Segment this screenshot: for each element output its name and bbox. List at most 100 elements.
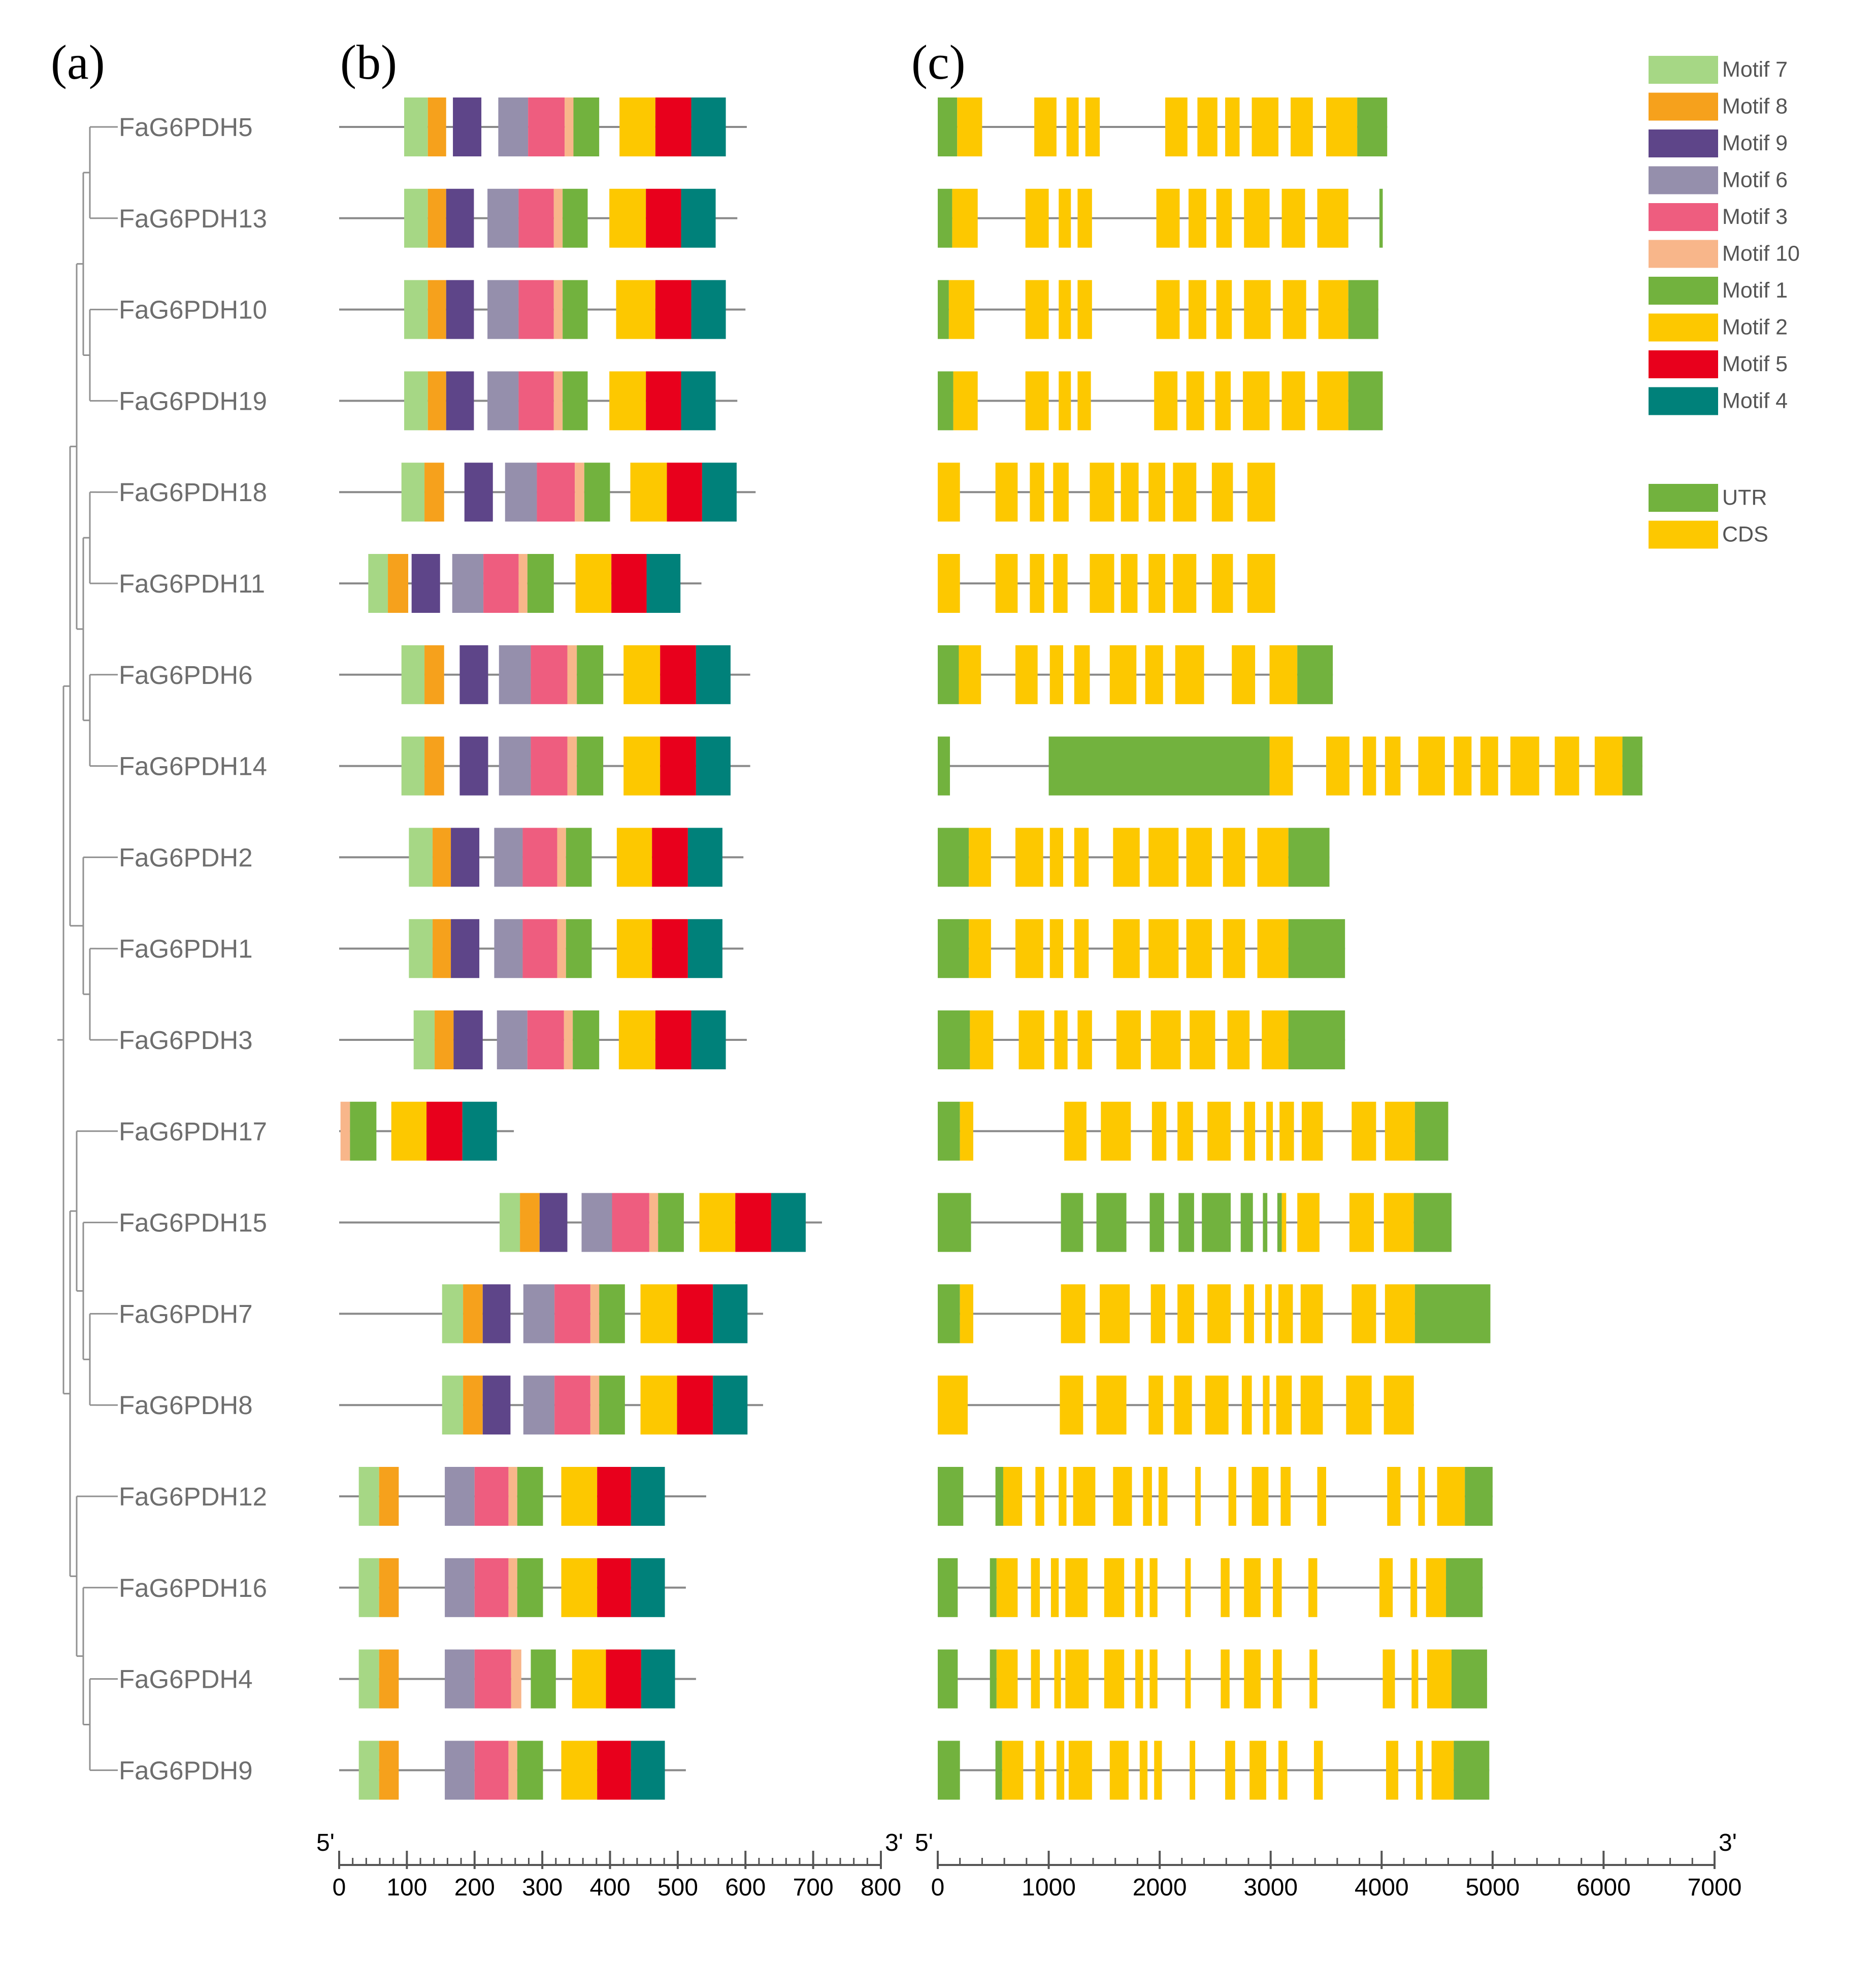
cds-box	[1077, 371, 1091, 431]
tree-leaf-label: FaG6PDH18	[119, 478, 267, 507]
motif-box	[451, 828, 480, 887]
motif-box	[424, 645, 444, 704]
axis-tick-label: 100	[386, 1874, 427, 1901]
motif-box	[474, 1467, 509, 1526]
motif-box	[599, 1376, 625, 1435]
cds-box	[1061, 1284, 1085, 1344]
motif-box	[411, 554, 440, 613]
motif-box	[409, 919, 433, 978]
utr-box	[1414, 1284, 1491, 1344]
motif-box	[597, 1558, 631, 1617]
motif-box	[577, 736, 604, 796]
motif-box	[619, 97, 655, 156]
motif-box	[565, 97, 574, 156]
utr-box	[938, 371, 953, 431]
motif-box	[611, 554, 647, 613]
legend-swatch	[1649, 484, 1718, 512]
motif-box	[631, 1558, 665, 1617]
utr-box	[1454, 1741, 1490, 1800]
motif-box	[557, 828, 566, 887]
motif-box	[527, 1010, 564, 1069]
cds-box	[1030, 554, 1044, 613]
motif-box	[379, 1467, 399, 1526]
motif-box	[691, 1010, 726, 1069]
cds-box	[1244, 1649, 1261, 1709]
motif-box	[388, 554, 409, 613]
motif-box	[445, 1649, 475, 1709]
cds-box	[959, 645, 981, 704]
panel-label-b: (b)	[340, 35, 397, 89]
cds-box	[995, 554, 1018, 613]
motif-box	[609, 188, 646, 248]
cds-box	[1386, 1741, 1399, 1800]
motif-box	[641, 1649, 675, 1709]
cds-box	[1297, 1193, 1320, 1252]
cds-box	[1227, 1010, 1250, 1069]
motif-box	[358, 1741, 379, 1800]
cds-box	[995, 463, 1018, 522]
motif-box	[391, 1101, 427, 1161]
cds-box	[1077, 280, 1092, 339]
cds-box	[1216, 280, 1232, 339]
motif-box	[498, 97, 529, 156]
cds-box	[1116, 1010, 1141, 1069]
legend-swatch	[1649, 56, 1718, 84]
utr-box	[938, 1010, 970, 1069]
axis-5prime-label: 5'	[915, 1829, 933, 1856]
cds-box	[1109, 645, 1137, 704]
motif-box	[505, 463, 537, 522]
motif-box	[590, 1284, 600, 1344]
motif-box	[445, 1558, 475, 1617]
tree-leaf-label: FaG6PDH8	[119, 1391, 253, 1420]
motif-box	[677, 1284, 713, 1344]
tree-leaf-label: FaG6PDH2	[119, 843, 253, 872]
cds-box	[1186, 828, 1212, 887]
motif-box	[618, 1010, 655, 1069]
cds-box	[1056, 1741, 1065, 1800]
motif-box	[531, 645, 568, 704]
motif-box	[553, 280, 563, 339]
motif-box	[563, 188, 588, 248]
gene-axis: 0 1000 2000 3000 4000 5000 6000 7000 5' 3'	[915, 1829, 1741, 1901]
motif-box	[581, 1193, 612, 1252]
motif-box	[494, 828, 523, 887]
cds-box	[1100, 1284, 1130, 1344]
motif-box	[554, 1376, 590, 1435]
motif-box	[646, 554, 681, 613]
legend-label: Motif 3	[1722, 205, 1788, 229]
utr-box	[1096, 1193, 1127, 1252]
cds-box	[1066, 97, 1079, 156]
motif-box	[681, 188, 716, 248]
motif-box	[691, 280, 726, 339]
cds-box	[1280, 1467, 1291, 1526]
cds-box	[1273, 1558, 1282, 1617]
cds-box	[1113, 919, 1140, 978]
utr-box	[1149, 1193, 1164, 1252]
motif-box	[590, 1376, 600, 1435]
cds-box	[1383, 1649, 1395, 1709]
motif-box	[566, 919, 592, 978]
legend-label: Motif 1	[1722, 278, 1788, 303]
motif-box	[520, 1193, 540, 1252]
motif-box	[451, 919, 480, 978]
motif-box	[474, 1741, 509, 1800]
motif-box	[499, 645, 531, 704]
cds-box	[1015, 828, 1043, 887]
cds-box	[1188, 280, 1206, 339]
panel-label-c: (c)	[911, 35, 966, 89]
gene-structure-map	[938, 97, 1642, 1800]
cds-box	[1273, 1649, 1282, 1709]
motif-box	[646, 371, 681, 431]
legend-swatch	[1649, 129, 1718, 157]
legend-label: Motif 2	[1722, 315, 1788, 340]
cds-box	[1053, 463, 1069, 522]
motif-box	[463, 1284, 483, 1344]
motif-box	[577, 645, 604, 704]
cds-box	[1247, 463, 1275, 522]
motif-box	[528, 97, 565, 156]
motif-box	[531, 1649, 556, 1709]
motif-box	[584, 463, 610, 522]
motif-box	[518, 554, 528, 613]
motif-box	[462, 1101, 497, 1161]
utr-box	[1348, 280, 1378, 339]
